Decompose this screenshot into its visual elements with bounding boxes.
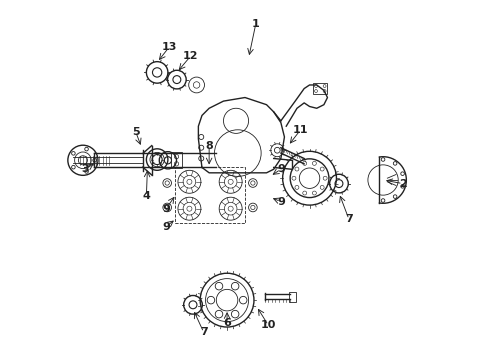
- Bar: [289, 292, 295, 302]
- Text: 12: 12: [183, 51, 198, 61]
- Text: 13: 13: [161, 42, 177, 52]
- Text: 11: 11: [293, 125, 308, 135]
- Text: 1: 1: [252, 19, 260, 29]
- Text: 10: 10: [261, 320, 276, 330]
- Text: 4: 4: [143, 191, 150, 201]
- Text: 9: 9: [162, 222, 170, 231]
- Text: 7: 7: [345, 215, 353, 224]
- Bar: [172, 152, 181, 168]
- Text: 2: 2: [399, 179, 407, 189]
- Text: 9: 9: [162, 204, 170, 214]
- Bar: [313, 83, 327, 94]
- Text: 6: 6: [223, 319, 231, 328]
- Bar: [175, 167, 245, 223]
- Text: 5: 5: [132, 127, 140, 136]
- Text: 7: 7: [200, 327, 208, 337]
- Text: 8: 8: [205, 141, 213, 151]
- Text: 9: 9: [277, 197, 285, 207]
- Text: 3: 3: [82, 164, 89, 174]
- Text: 9: 9: [277, 164, 285, 174]
